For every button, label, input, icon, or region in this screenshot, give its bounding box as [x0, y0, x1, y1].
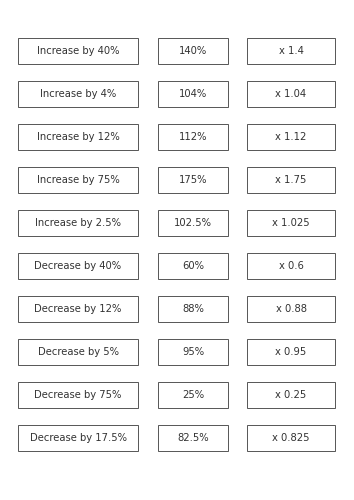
Text: Increase by 2.5%: Increase by 2.5%	[35, 218, 121, 228]
Text: 60%: 60%	[182, 261, 204, 271]
Bar	[158, 339, 228, 365]
Text: 82.5%: 82.5%	[177, 433, 209, 443]
Bar	[18, 253, 138, 279]
Bar	[158, 167, 228, 193]
Bar	[247, 253, 335, 279]
Text: x 0.825: x 0.825	[272, 433, 310, 443]
Text: Decrease by 12%: Decrease by 12%	[34, 304, 122, 314]
Text: 88%: 88%	[182, 304, 204, 314]
Bar	[158, 210, 228, 236]
Text: x 1.75: x 1.75	[275, 175, 307, 185]
Text: Decrease by 5%: Decrease by 5%	[38, 347, 119, 357]
Text: 140%: 140%	[179, 46, 207, 56]
Text: 25%: 25%	[182, 390, 204, 400]
Bar	[158, 382, 228, 408]
Bar	[18, 339, 138, 365]
Bar	[247, 210, 335, 236]
Text: x 1.12: x 1.12	[275, 132, 307, 142]
Bar	[18, 210, 138, 236]
Text: Increase by 40%: Increase by 40%	[37, 46, 119, 56]
Bar	[158, 38, 228, 64]
Bar	[158, 124, 228, 150]
Text: Decrease by 17.5%: Decrease by 17.5%	[29, 433, 126, 443]
Text: Decrease by 40%: Decrease by 40%	[34, 261, 121, 271]
Bar	[247, 296, 335, 322]
Bar	[158, 296, 228, 322]
Bar	[18, 38, 138, 64]
Bar	[158, 81, 228, 107]
Text: x 0.95: x 0.95	[275, 347, 307, 357]
Bar	[18, 425, 138, 451]
Text: x 0.6: x 0.6	[279, 261, 303, 271]
Bar	[247, 38, 335, 64]
Text: Increase by 4%: Increase by 4%	[40, 89, 116, 99]
Text: x 1.04: x 1.04	[275, 89, 307, 99]
Text: Decrease by 75%: Decrease by 75%	[34, 390, 122, 400]
Text: Increase by 75%: Increase by 75%	[36, 175, 119, 185]
Bar	[247, 167, 335, 193]
Text: Increase by 12%: Increase by 12%	[36, 132, 119, 142]
Bar	[18, 81, 138, 107]
Text: x 1.025: x 1.025	[272, 218, 310, 228]
Bar	[247, 339, 335, 365]
Text: x 1.4: x 1.4	[279, 46, 303, 56]
Text: 175%: 175%	[179, 175, 207, 185]
Text: 112%: 112%	[179, 132, 207, 142]
Bar	[247, 425, 335, 451]
Bar	[18, 124, 138, 150]
Bar	[18, 382, 138, 408]
Bar	[247, 81, 335, 107]
Bar	[158, 253, 228, 279]
Bar	[158, 425, 228, 451]
Bar	[247, 124, 335, 150]
Bar	[18, 167, 138, 193]
Bar	[18, 296, 138, 322]
Bar	[247, 382, 335, 408]
Text: 102.5%: 102.5%	[174, 218, 212, 228]
Text: 104%: 104%	[179, 89, 207, 99]
Text: x 0.88: x 0.88	[275, 304, 307, 314]
Text: 95%: 95%	[182, 347, 204, 357]
Text: x 0.25: x 0.25	[275, 390, 307, 400]
